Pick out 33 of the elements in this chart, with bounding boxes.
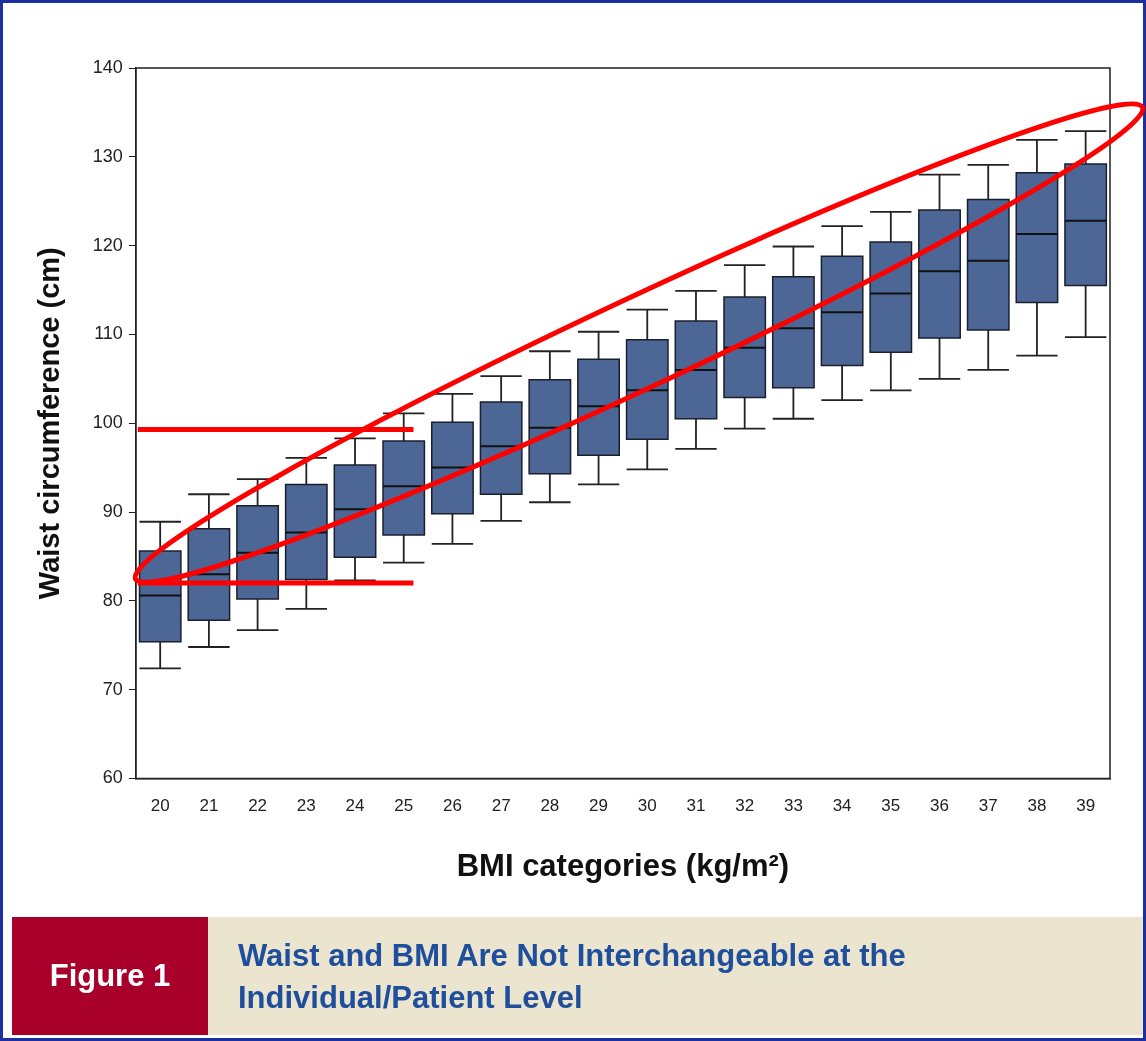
x-tick-label: 37	[978, 796, 998, 816]
x-tick-label: 24	[345, 796, 365, 816]
y-tick-label: 80	[102, 589, 123, 610]
y-tick-label: 90	[102, 500, 123, 521]
x-tick-label: 23	[296, 796, 316, 816]
x-tick-label: 26	[442, 796, 462, 816]
y-tick-label: 130	[92, 145, 123, 166]
x-tick-label: 28	[540, 796, 560, 816]
x-tick-label: 20	[150, 796, 170, 816]
x-tick-label: 34	[832, 796, 852, 816]
y-axis-title: Waist circumference (cm)	[33, 247, 66, 600]
x-tick-label: 39	[1076, 796, 1096, 816]
x-tick-label: 35	[881, 796, 901, 816]
y-tick-label: 70	[102, 678, 123, 699]
x-tick-label: 32	[735, 796, 755, 816]
x-tick-label: 33	[783, 796, 803, 816]
x-tick-label: 25	[394, 796, 414, 816]
x-tick-label: 36	[930, 796, 949, 816]
y-tick-label: 120	[92, 234, 123, 255]
y-tick-label: 100	[92, 412, 123, 433]
y-tick-label: 60	[102, 767, 123, 788]
x-tick-label: 22	[248, 796, 268, 816]
x-tick-label: 21	[199, 796, 219, 816]
text: Waist and BMI Are Not Interchangeable at the Individual/Patient Level	[238, 937, 907, 1017]
x-tick-label: 27	[491, 796, 511, 816]
x-tick-label: 38	[1027, 796, 1047, 816]
caption: Figure 1	[12, 917, 208, 1035]
x-tick-label: 30	[637, 796, 657, 816]
x-tick-label: 29	[589, 796, 609, 816]
x-tick-label: 31	[686, 796, 706, 816]
y-tick-label: 110	[94, 323, 123, 344]
x-axis-title: BMI categories (kg/m²)	[456, 847, 790, 883]
y-tick-label: 140	[92, 56, 123, 77]
